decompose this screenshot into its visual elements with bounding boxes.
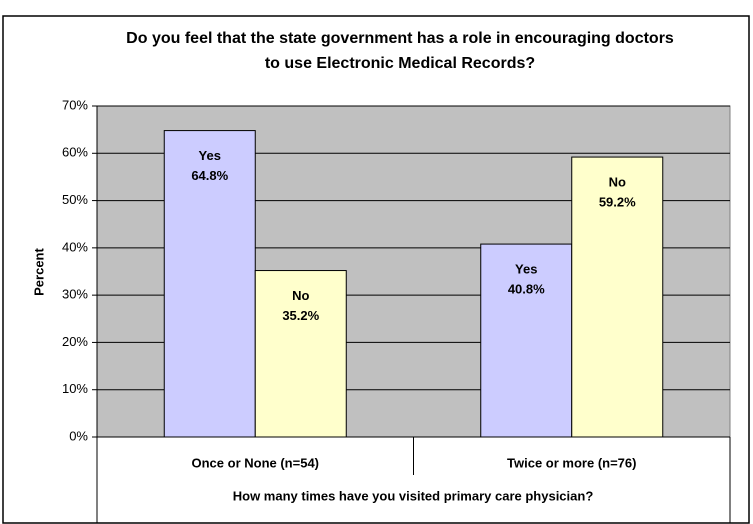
- bar-series-label: Yes: [515, 262, 537, 277]
- bar-series-label: Yes: [199, 148, 221, 163]
- y-axis-label: Percent: [31, 247, 46, 295]
- y-tick-label: 40%: [62, 239, 88, 254]
- y-tick-label: 20%: [62, 334, 88, 349]
- y-tick-label: 60%: [62, 145, 88, 160]
- bar-value-label: 40.8%: [508, 282, 545, 297]
- x-axis-label: How many times have you visited primary …: [233, 488, 594, 503]
- x-tick-label: Twice or more (n=76): [507, 455, 636, 470]
- x-tick-label: Once or None (n=54): [192, 455, 320, 470]
- y-tick-label: 0%: [69, 428, 88, 443]
- y-tick-label: 70%: [62, 97, 88, 112]
- bar: [163, 130, 256, 438]
- y-tick-label: 30%: [62, 287, 88, 302]
- bar-series-label: No: [609, 175, 626, 190]
- bar-value-label: 59.2%: [599, 195, 636, 210]
- bar: [254, 270, 347, 438]
- bar-value-label: 64.8%: [191, 168, 228, 183]
- y-tick-label: 50%: [62, 192, 88, 207]
- bar-value-label: 35.2%: [282, 308, 319, 323]
- chart-title: Do you feel that the state government ha…: [126, 30, 674, 72]
- y-tick-label: 10%: [62, 381, 88, 396]
- bar: [480, 243, 573, 438]
- bar-series-label: No: [292, 288, 309, 303]
